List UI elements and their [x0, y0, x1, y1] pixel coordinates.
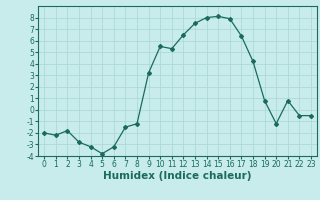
X-axis label: Humidex (Indice chaleur): Humidex (Indice chaleur)	[103, 171, 252, 181]
